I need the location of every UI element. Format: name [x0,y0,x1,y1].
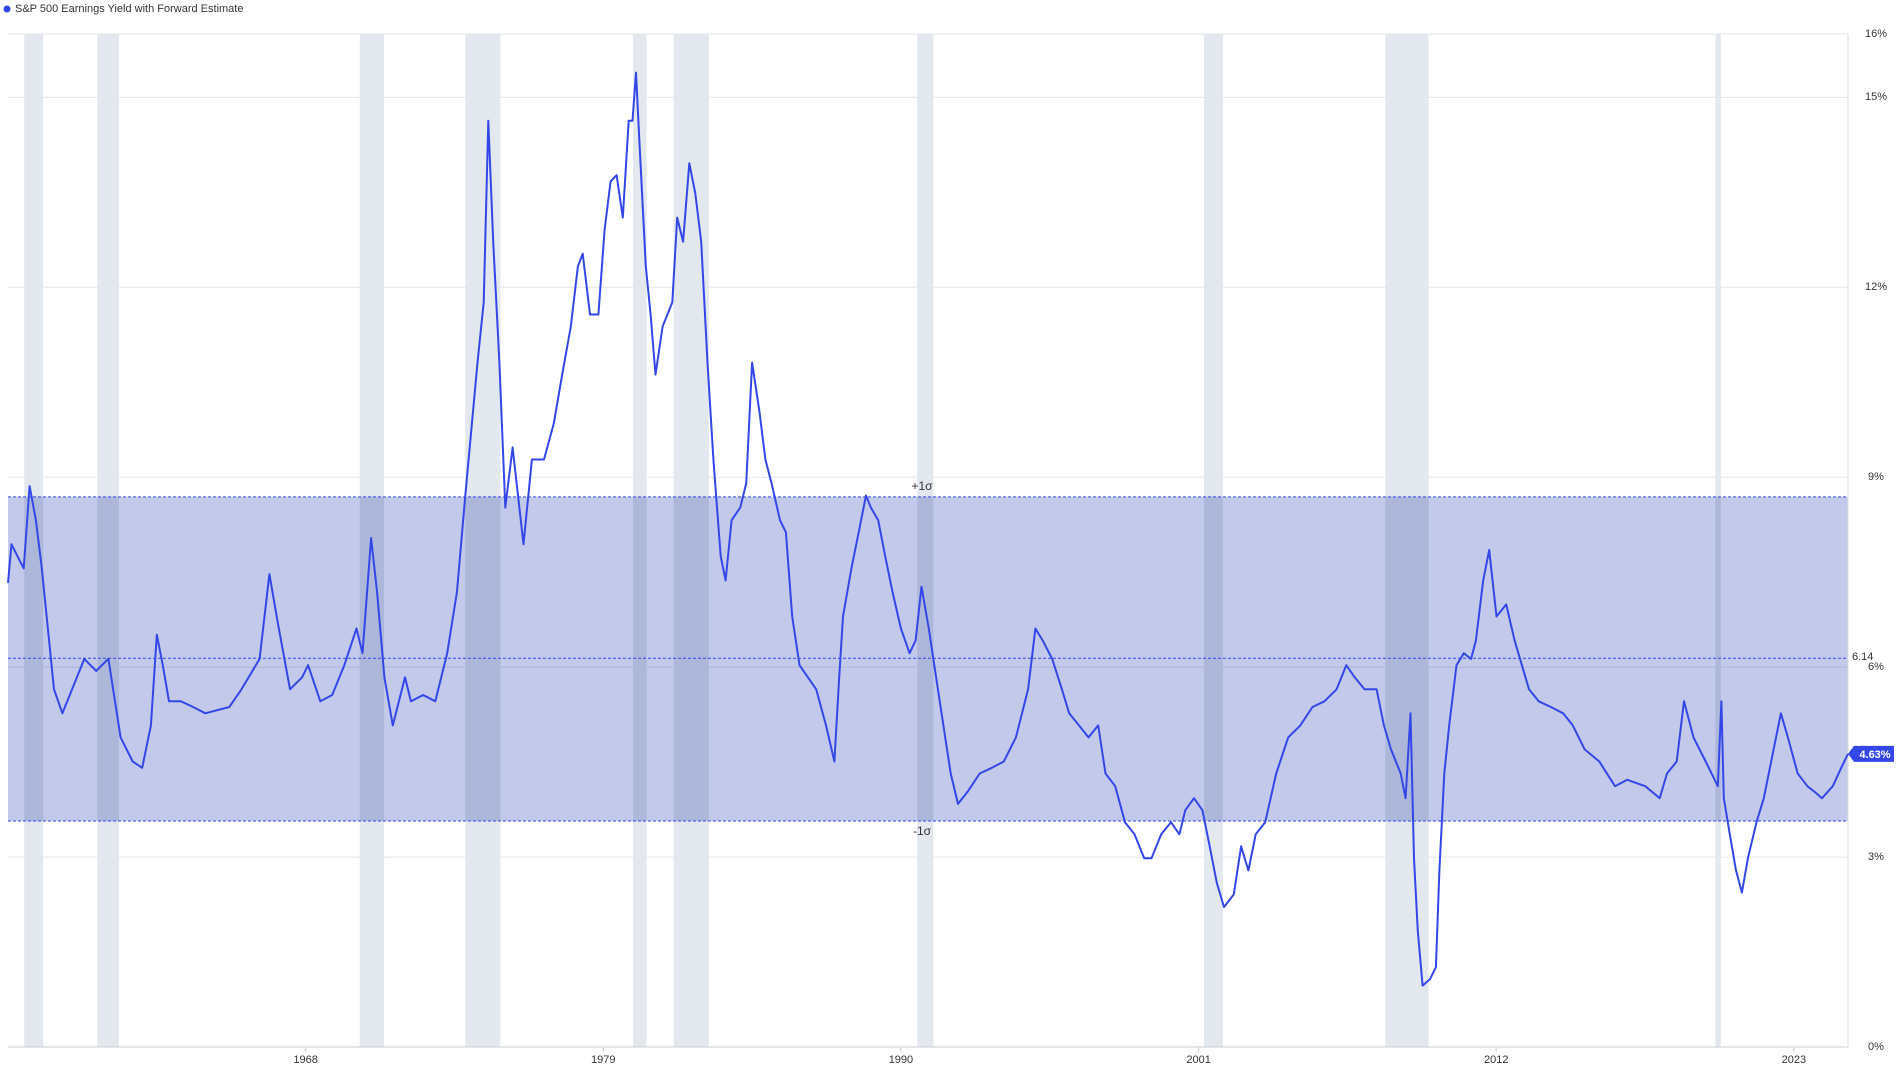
y-tick-label: 3% [1868,851,1884,863]
end-label: 4.63% [1859,749,1890,761]
y-tick-label: 15% [1865,91,1887,103]
upper-sigma-label: +1σ [911,479,933,493]
legend-marker [3,5,11,13]
end-label-badge [1848,745,1894,762]
y-tick-label: 0% [1868,1041,1884,1053]
y-tick-label: 9% [1868,471,1884,483]
y-tick-label: 12% [1865,281,1887,293]
mean-label: 6.14 [1852,651,1873,663]
x-tick-label: 1990 [889,1054,913,1066]
x-tick-label: 2012 [1484,1054,1508,1066]
x-tick-label: 2023 [1782,1054,1806,1066]
y-tick-label: 16% [1865,28,1887,40]
lower-sigma-label: -1σ [913,824,932,838]
legend-label: S&P 500 Earnings Yield with Forward Esti… [15,3,243,15]
x-tick-label: 1979 [591,1054,615,1066]
y-tick-label: 6% [1868,661,1884,673]
sigma-band [8,496,1848,821]
x-tick-label: 1968 [293,1054,317,1066]
x-tick-label: 2001 [1186,1054,1210,1066]
series-line [7,71,1849,987]
